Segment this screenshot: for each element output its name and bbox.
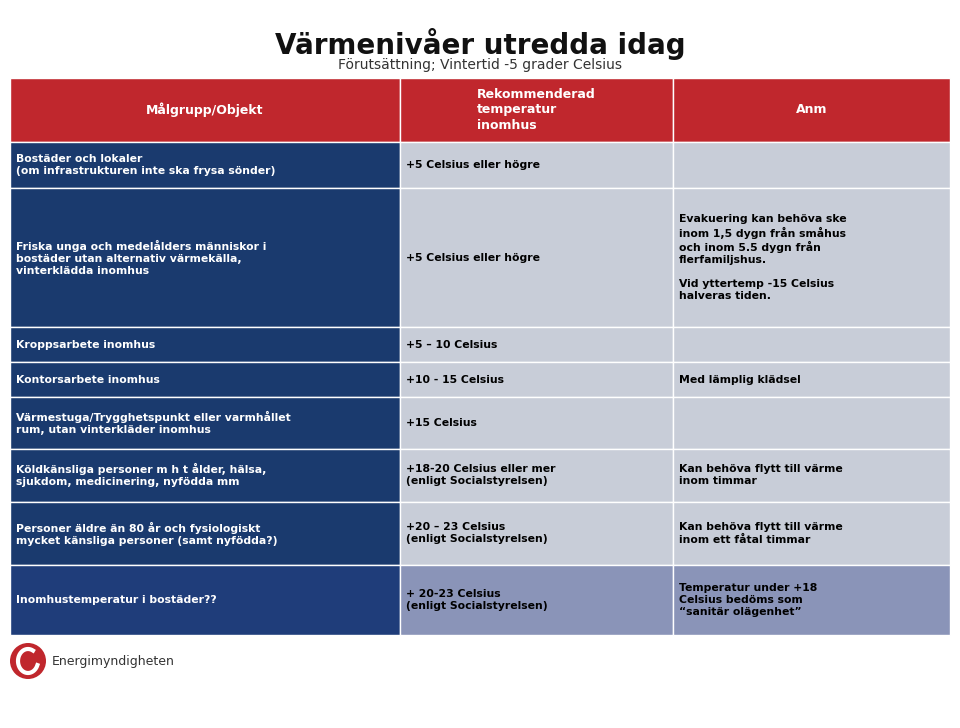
Text: + 20-23 Celsius
(enligt Socialstyrelsen): + 20-23 Celsius (enligt Socialstyrelsen) <box>406 589 548 612</box>
Bar <box>673 363 950 397</box>
Text: Värmestuga/Trygghetspunkt eller varmhållet
rum, utan vinterkläder inomhus: Värmestuga/Trygghetspunkt eller varmhåll… <box>16 411 291 435</box>
Bar <box>10 328 400 363</box>
Text: Friska unga och medelålders människor i
bostäder utan alternativ värmekälla,
vin: Friska unga och medelålders människor i … <box>16 240 266 276</box>
Text: Målgrupp/Objekt: Målgrupp/Objekt <box>146 103 264 117</box>
Text: Kroppsarbete inomhus: Kroppsarbete inomhus <box>16 340 156 350</box>
Text: Inomhustemperatur i bostäder??: Inomhustemperatur i bostäder?? <box>16 596 217 605</box>
Text: Kan behöva flytt till värme
inom timmar: Kan behöva flytt till värme inom timmar <box>679 464 843 486</box>
Text: Köldkänsliga personer m h t ålder, hälsa,
sjukdom, medicinering, nyfödda mm: Köldkänsliga personer m h t ålder, hälsa… <box>16 464 266 488</box>
Text: +15 Celsius: +15 Celsius <box>406 418 477 428</box>
Bar <box>673 449 950 502</box>
Circle shape <box>10 643 46 679</box>
Text: Kontorsarbete inomhus: Kontorsarbete inomhus <box>16 375 160 384</box>
Bar <box>400 142 673 189</box>
Bar <box>673 397 950 449</box>
Text: Evakuering kan behöva ske
inom 1,5 dygn från småhus
och inom 5.5 dygn från
flerf: Evakuering kan behöva ske inom 1,5 dygn … <box>679 214 847 301</box>
Bar <box>400 397 673 449</box>
Bar <box>10 566 400 635</box>
Bar <box>400 363 673 397</box>
Text: Värmenivåer utredda idag: Värmenivåer utredda idag <box>275 28 685 60</box>
Text: Bostäder och lokaler
(om infrastrukturen inte ska frysa sönder): Bostäder och lokaler (om infrastrukturen… <box>16 154 276 176</box>
Text: Anm: Anm <box>796 103 828 116</box>
Text: Temperatur under +18
Celsius bedöms som
“sanitär olägenhet”: Temperatur under +18 Celsius bedöms som … <box>679 583 817 617</box>
Bar <box>10 189 400 328</box>
Text: Med lämplig klädsel: Med lämplig klädsel <box>679 375 801 384</box>
Bar <box>673 78 950 142</box>
Bar <box>673 142 950 189</box>
Text: +5 – 10 Celsius: +5 – 10 Celsius <box>406 340 497 350</box>
Bar <box>673 502 950 566</box>
Bar <box>673 566 950 635</box>
Bar <box>400 328 673 363</box>
Bar <box>10 78 400 142</box>
Text: +5 Celsius eller högre: +5 Celsius eller högre <box>406 160 540 170</box>
Bar <box>400 566 673 635</box>
Bar <box>673 189 950 328</box>
Text: Personer äldre än 80 år och fysiologiskt
mycket känsliga personer (samt nyfödda?: Personer äldre än 80 år och fysiologiskt… <box>16 521 277 545</box>
Bar <box>10 363 400 397</box>
Bar <box>400 502 673 566</box>
Text: +10 - 15 Celsius: +10 - 15 Celsius <box>406 375 504 384</box>
Text: Rekommenderad
temperatur
inomhus: Rekommenderad temperatur inomhus <box>477 88 596 132</box>
Bar <box>400 449 673 502</box>
Text: +5 Celsius eller högre: +5 Celsius eller högre <box>406 253 540 263</box>
Bar <box>10 449 400 502</box>
Bar <box>673 328 950 363</box>
Text: +18-20 Celsius eller mer
(enligt Socialstyrelsen): +18-20 Celsius eller mer (enligt Socials… <box>406 464 556 486</box>
Bar <box>400 78 673 142</box>
Text: Energimyndigheten: Energimyndigheten <box>52 654 175 668</box>
Text: Kan behöva flytt till värme
inom ett fåtal timmar: Kan behöva flytt till värme inom ett fåt… <box>679 523 843 545</box>
Text: Förutsättning; Vintertid -5 grader Celsius: Förutsättning; Vintertid -5 grader Celsi… <box>338 58 622 72</box>
Bar <box>400 189 673 328</box>
Bar <box>10 502 400 566</box>
Bar <box>10 142 400 189</box>
Text: +20 – 23 Celsius
(enligt Socialstyrelsen): +20 – 23 Celsius (enligt Socialstyrelsen… <box>406 523 548 545</box>
Bar <box>10 397 400 449</box>
